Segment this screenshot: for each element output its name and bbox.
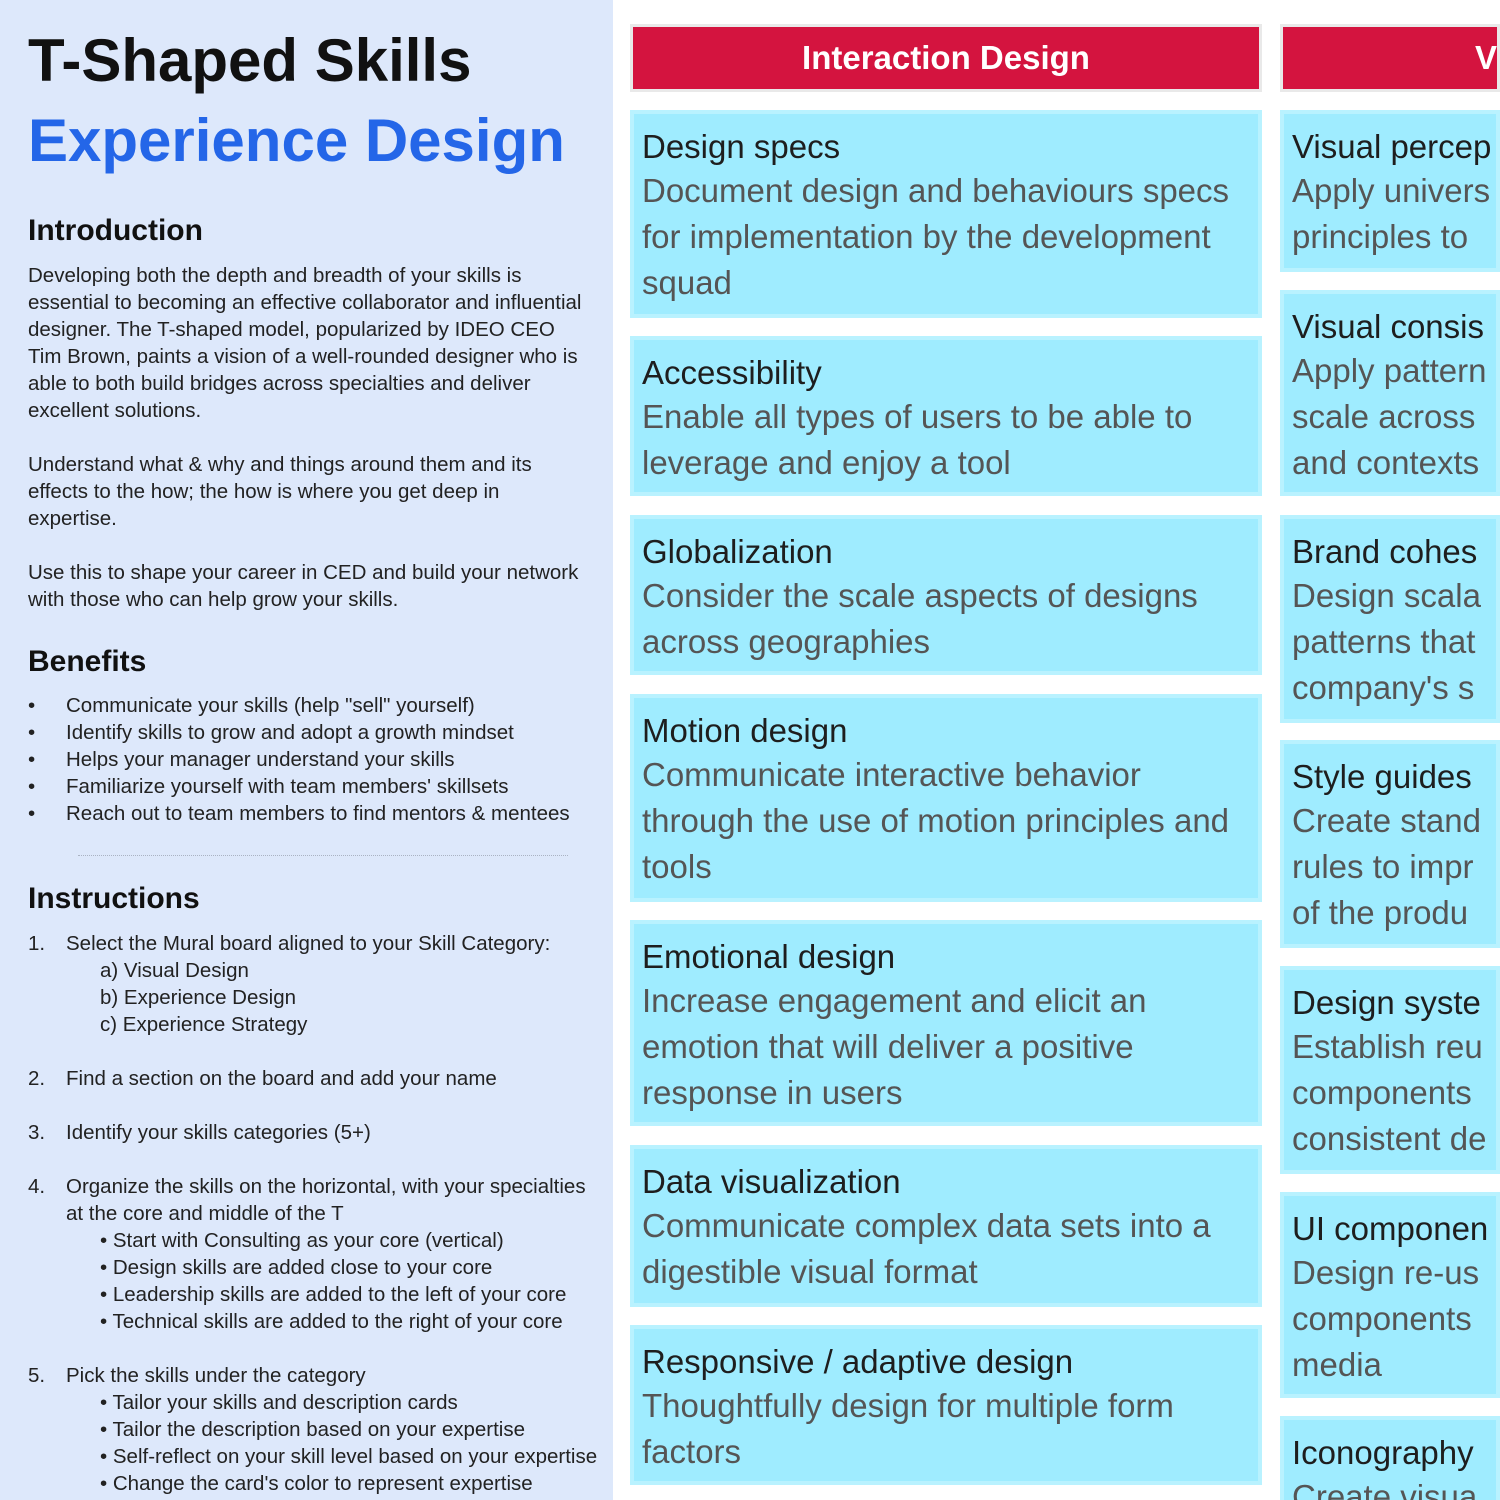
card-title: UI componen: [1292, 1210, 1489, 1247]
card-description: Consider the scale aspects of designs ac…: [642, 577, 1198, 660]
card-description-line: components: [1292, 1300, 1472, 1337]
card-description-line: scale across: [1292, 398, 1476, 435]
skill-card-brand-cohesion[interactable]: Brand cohes Design scala patterns that c…: [1280, 515, 1500, 723]
benefits-heading: Benefits: [28, 645, 147, 678]
sub-item: a) Visual Design: [100, 959, 249, 982]
page-subtitle: Experience Design: [28, 107, 565, 174]
section-divider: [78, 855, 568, 856]
skill-card-visual-perception[interactable]: Visual percep Apply univers principles t…: [1280, 110, 1500, 272]
page-title: T-Shaped Skills: [28, 27, 472, 94]
card-description-line: and contexts: [1292, 444, 1480, 481]
sub-item: • Tailor the description based on your e…: [100, 1418, 526, 1441]
card-title: Design specs: [642, 128, 841, 165]
list-item: • Reach out to team members to find mento…: [28, 802, 570, 825]
skill-card-iconography[interactable]: Iconography Create visua: [1280, 1416, 1500, 1500]
sub-item: • Technical skills are added to the righ…: [100, 1310, 563, 1333]
skill-card-visual-consistency[interactable]: Visual consis Apply pattern scale across…: [1280, 290, 1500, 496]
sub-item: • Self-reflect on your skill level based…: [100, 1445, 598, 1468]
card-description: Enable all types of users to be able to …: [642, 398, 1193, 481]
instructions-panel: T-Shaped Skills Experience Design Introd…: [0, 0, 613, 1500]
card-description-line: rules to impr: [1292, 848, 1474, 885]
skill-card-motion-design[interactable]: Motion design Communicate interactive be…: [630, 694, 1262, 902]
list-item: • Communicate your skills (help "sell" yo…: [28, 694, 475, 717]
card-title: Visual consis: [1292, 308, 1484, 345]
sub-item: • Change the card's color to represent e…: [100, 1472, 533, 1495]
sub-item: • Leadership skills are added to the lef…: [100, 1283, 567, 1306]
card-description-line: Design scala: [1292, 577, 1481, 614]
list-item: • Familiarize yourself with team members'…: [28, 775, 509, 798]
card-title: Responsive / adaptive design: [642, 1343, 1074, 1380]
column-header-interaction-design: Interaction Design: [630, 24, 1262, 92]
intro-paragraph-2: Understand what & why and things around …: [28, 453, 532, 530]
list-item: • Helps your manager understand your skil…: [28, 748, 455, 771]
intro-paragraph-1: Developing both the depth and breadth of…: [28, 264, 582, 422]
instruction-step-4-continued: at the core and middle of the T: [66, 1202, 344, 1225]
card-title: Data visualization: [642, 1163, 901, 1200]
card-description: Communicate complex data sets into a dig…: [642, 1207, 1211, 1290]
sub-item: c) Experience Strategy: [100, 1013, 308, 1036]
card-description-line: Apply pattern: [1292, 352, 1487, 389]
card-description-line: Design re-us: [1292, 1254, 1480, 1291]
sub-item: b) Experience Design: [100, 986, 296, 1009]
intro-paragraph-3: Use this to shape your career in CED and…: [28, 561, 579, 611]
sub-item: • Start with Consulting as your core (ve…: [100, 1229, 504, 1252]
skill-card-design-system[interactable]: Design syste Establish reu components co…: [1280, 966, 1500, 1174]
card-title: Globalization: [642, 533, 833, 570]
benefits-list: • Communicate your skills (help "sell" yo…: [28, 692, 570, 827]
card-description: Communicate interactive behavior through…: [642, 756, 1230, 885]
card-description-line: consistent de: [1292, 1120, 1487, 1157]
card-description-line: company's s: [1292, 669, 1475, 706]
card-title: Brand cohes: [1292, 533, 1478, 570]
card-title: Emotional design: [642, 938, 896, 975]
card-title: Motion design: [642, 712, 848, 749]
card-description-line: Create stand: [1292, 802, 1481, 839]
skill-card-globalization[interactable]: Globalization Consider the scale aspects…: [630, 515, 1262, 675]
card-title: Accessibility: [642, 354, 822, 391]
skill-card-emotional-design[interactable]: Emotional design Increase engagement and…: [630, 920, 1262, 1126]
card-description: Thoughtfully design for multiple form fa…: [642, 1387, 1174, 1470]
card-title: Visual percep: [1292, 128, 1492, 165]
card-description: Document design and behaviours specs for…: [642, 172, 1230, 301]
card-title: Design syste: [1292, 984, 1481, 1021]
skill-card-responsive-adaptive-design[interactable]: Responsive / adaptive design Thoughtfull…: [630, 1325, 1262, 1485]
card-description-line: Create visua: [1292, 1478, 1478, 1500]
card-title: Iconography: [1292, 1434, 1474, 1471]
card-description-line: components: [1292, 1074, 1472, 1111]
card-description-line: of the produ: [1292, 894, 1469, 931]
introduction-heading: Introduction: [28, 214, 203, 247]
instructions-heading: Instructions: [28, 882, 200, 915]
card-description: Increase engagement and elicit an emotio…: [642, 982, 1147, 1111]
card-description-line: principles to: [1292, 218, 1469, 255]
skill-card-style-guides[interactable]: Style guides Create stand rules to impr …: [1280, 740, 1500, 948]
card-title: Style guides: [1292, 758, 1472, 795]
skill-card-accessibility[interactable]: Accessibility Enable all types of users …: [630, 336, 1262, 496]
card-description-line: Establish reu: [1292, 1028, 1483, 1065]
card-description-line: Apply univers: [1292, 172, 1491, 209]
card-description-line: media: [1292, 1346, 1382, 1383]
card-description-line: patterns that: [1292, 623, 1476, 660]
sub-item: • Tailor your skills and description car…: [100, 1391, 458, 1414]
list-item: • Identify skills to grow and adopt a gro…: [28, 721, 514, 744]
sub-item: • Design skills are added close to your …: [100, 1256, 493, 1279]
skill-card-ui-components[interactable]: UI componen Design re-us components medi…: [1280, 1192, 1500, 1398]
skill-card-design-specs[interactable]: Design specs Document design and behavio…: [630, 110, 1262, 318]
column-header-visual-design: V: [1280, 24, 1500, 92]
skill-card-data-visualization[interactable]: Data visualization Communicate complex d…: [630, 1145, 1262, 1307]
